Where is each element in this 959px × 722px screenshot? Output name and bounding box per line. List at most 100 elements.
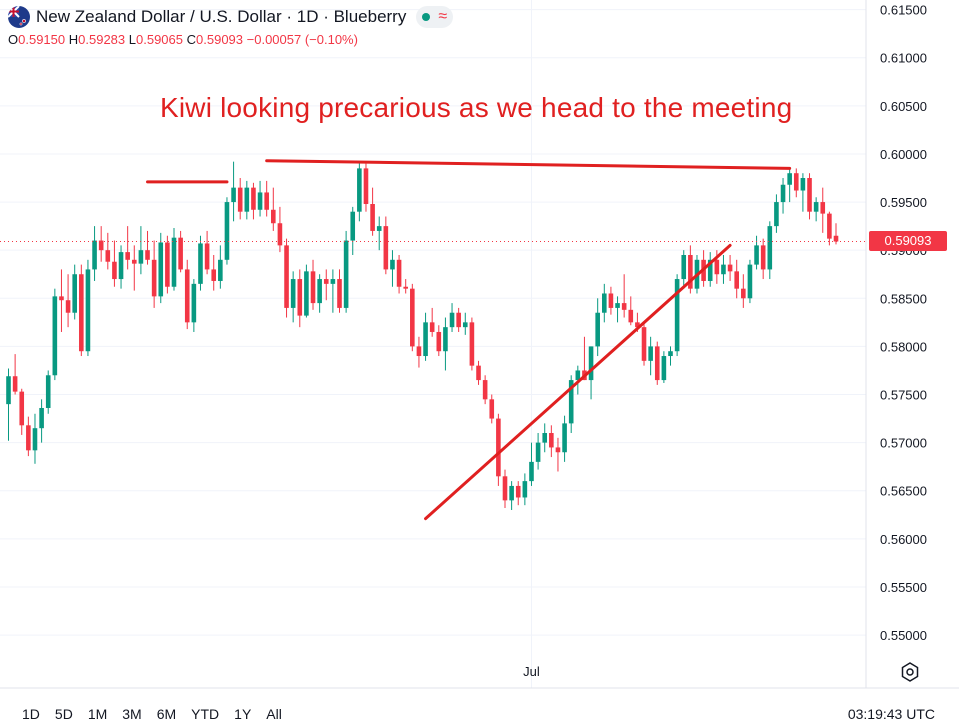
candle bbox=[165, 235, 170, 294]
candle-body bbox=[304, 271, 309, 316]
candle bbox=[231, 161, 236, 222]
symbol-title[interactable]: New Zealand Dollar / U.S. Dollar · 1D · … bbox=[36, 7, 407, 26]
settings-gear-icon[interactable] bbox=[898, 660, 922, 684]
status-pill[interactable]: ≈ bbox=[416, 6, 454, 28]
candle-body bbox=[562, 423, 567, 453]
wave-icon: ≈ bbox=[438, 8, 448, 25]
y-tick-label: 0.60500 bbox=[880, 99, 927, 114]
candle-body bbox=[45, 375, 51, 408]
candle bbox=[337, 269, 342, 313]
candle bbox=[184, 259, 190, 330]
candle-body bbox=[555, 447, 561, 453]
candle-body bbox=[257, 192, 263, 210]
candle-body bbox=[396, 259, 402, 287]
candle-body bbox=[780, 184, 786, 203]
candle bbox=[727, 254, 733, 281]
candle bbox=[357, 161, 362, 222]
y-tick-label: 0.56000 bbox=[880, 532, 927, 547]
candle-body bbox=[284, 245, 289, 308]
high-label: H bbox=[68, 32, 79, 47]
price-axis[interactable]: 0.615000.610000.605000.600000.595000.590… bbox=[880, 3, 927, 643]
candle bbox=[151, 240, 157, 308]
candle-body bbox=[79, 274, 84, 352]
candle bbox=[734, 259, 739, 299]
candle bbox=[522, 473, 528, 506]
candle bbox=[648, 336, 653, 376]
candle-body bbox=[793, 173, 799, 191]
candle-body bbox=[158, 242, 164, 297]
y-tick-label: 0.61500 bbox=[880, 3, 927, 18]
candle-body bbox=[568, 380, 574, 424]
drawings[interactable] bbox=[146, 159, 792, 521]
candle bbox=[767, 221, 773, 280]
resistance-line[interactable] bbox=[265, 159, 792, 170]
candle-body bbox=[509, 485, 514, 501]
candle bbox=[271, 187, 276, 231]
candle-body bbox=[635, 322, 640, 328]
open-label: O bbox=[8, 32, 19, 47]
range-1m-button[interactable]: 1M bbox=[87, 706, 108, 722]
candle bbox=[515, 481, 521, 506]
candles bbox=[6, 161, 839, 510]
candle-body bbox=[184, 269, 190, 323]
candle-body bbox=[145, 250, 150, 260]
candle-body bbox=[727, 264, 733, 272]
candle bbox=[688, 245, 693, 294]
candle bbox=[489, 394, 495, 424]
range-1d-button[interactable]: 1D bbox=[22, 706, 40, 722]
candle-body bbox=[363, 168, 369, 204]
candle-body bbox=[350, 211, 356, 241]
trendline[interactable] bbox=[424, 243, 732, 521]
candle-body bbox=[800, 178, 806, 191]
candle-body bbox=[469, 322, 475, 366]
range-all-button[interactable]: All bbox=[266, 706, 282, 722]
y-tick-label: 0.60000 bbox=[880, 147, 927, 162]
candle bbox=[502, 469, 508, 509]
candle bbox=[310, 259, 316, 310]
range-1y-button[interactable]: 1Y bbox=[234, 706, 252, 722]
annotation-text[interactable]: Kiwi looking precarious as we head to th… bbox=[160, 92, 793, 123]
x-tick-label: Jul bbox=[523, 664, 540, 679]
range-5d-button[interactable]: 5D bbox=[54, 706, 73, 722]
candle bbox=[198, 235, 203, 291]
candle bbox=[482, 375, 488, 405]
candle bbox=[535, 433, 541, 470]
range-6m-button[interactable]: 6M bbox=[156, 706, 177, 722]
candle-body bbox=[496, 418, 501, 477]
candle-body bbox=[767, 226, 773, 270]
candle bbox=[542, 423, 548, 453]
candle bbox=[45, 370, 51, 414]
candle-body bbox=[549, 433, 554, 448]
candle bbox=[741, 274, 746, 308]
time-axis[interactable]: Jul bbox=[523, 664, 540, 679]
range-3m-button[interactable]: 3M bbox=[122, 706, 142, 722]
candle bbox=[284, 238, 289, 318]
candle-body bbox=[244, 187, 250, 212]
green-dot-icon bbox=[422, 13, 431, 21]
candle-body bbox=[72, 274, 77, 313]
ohlc-values: O0.59150 H0.59283 L0.59065 C0.59093 −0.0… bbox=[8, 32, 453, 47]
candle bbox=[423, 312, 428, 361]
candle bbox=[145, 230, 150, 265]
y-tick-label: 0.56500 bbox=[880, 484, 927, 499]
candle-body bbox=[125, 252, 130, 260]
candle-body bbox=[462, 322, 468, 328]
candle bbox=[754, 235, 759, 270]
range-ytd-button[interactable]: YTD bbox=[191, 706, 220, 722]
change-value: −0.00057 (−0.10%) bbox=[246, 32, 358, 47]
utc-clock[interactable]: 03:19:43 UTC bbox=[847, 706, 935, 722]
candle bbox=[131, 245, 137, 291]
candle bbox=[158, 232, 164, 304]
candle-body bbox=[807, 178, 812, 212]
candle bbox=[820, 187, 826, 233]
candle bbox=[615, 296, 620, 323]
candle bbox=[529, 442, 534, 486]
candle-body bbox=[443, 327, 448, 352]
candle bbox=[416, 336, 422, 368]
last-price-tag: 0.59093 bbox=[869, 231, 947, 251]
y-tick-label: 0.57500 bbox=[880, 388, 927, 403]
candle-body bbox=[264, 192, 269, 210]
candle-body bbox=[310, 271, 316, 304]
candle bbox=[827, 211, 832, 246]
